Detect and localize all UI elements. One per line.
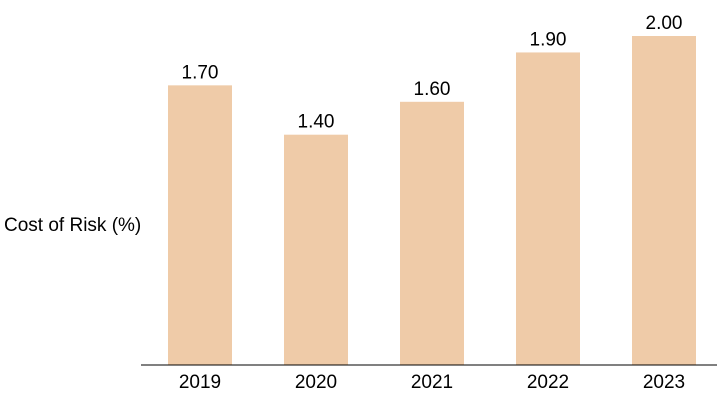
bar-2021 xyxy=(400,101,464,366)
data-label-2021: 1.60 xyxy=(414,79,451,100)
data-labels-group: 1.70 1.40 1.60 1.90 2.00 xyxy=(182,13,683,133)
x-tick-label-2023: 2023 xyxy=(643,372,685,393)
bar-2022 xyxy=(516,52,580,365)
data-label-2022: 1.90 xyxy=(530,29,567,50)
data-label-2023: 2.00 xyxy=(646,13,683,34)
x-tick-label-2019: 2019 xyxy=(179,372,221,393)
x-tick-label-2020: 2020 xyxy=(295,372,337,393)
x-tick-label-2022: 2022 xyxy=(527,372,569,393)
data-label-2020: 1.40 xyxy=(298,112,335,133)
y-axis-label: Cost of Risk (%) xyxy=(4,215,141,236)
bar-2023 xyxy=(632,36,696,365)
bar-2019 xyxy=(168,85,232,365)
bar-2020 xyxy=(284,134,348,365)
x-tick-labels-group: 2019 2020 2021 2022 2023 xyxy=(179,372,685,393)
bars-group xyxy=(168,36,696,366)
x-tick-label-2021: 2021 xyxy=(411,372,453,393)
data-label-2019: 1.70 xyxy=(182,62,219,83)
